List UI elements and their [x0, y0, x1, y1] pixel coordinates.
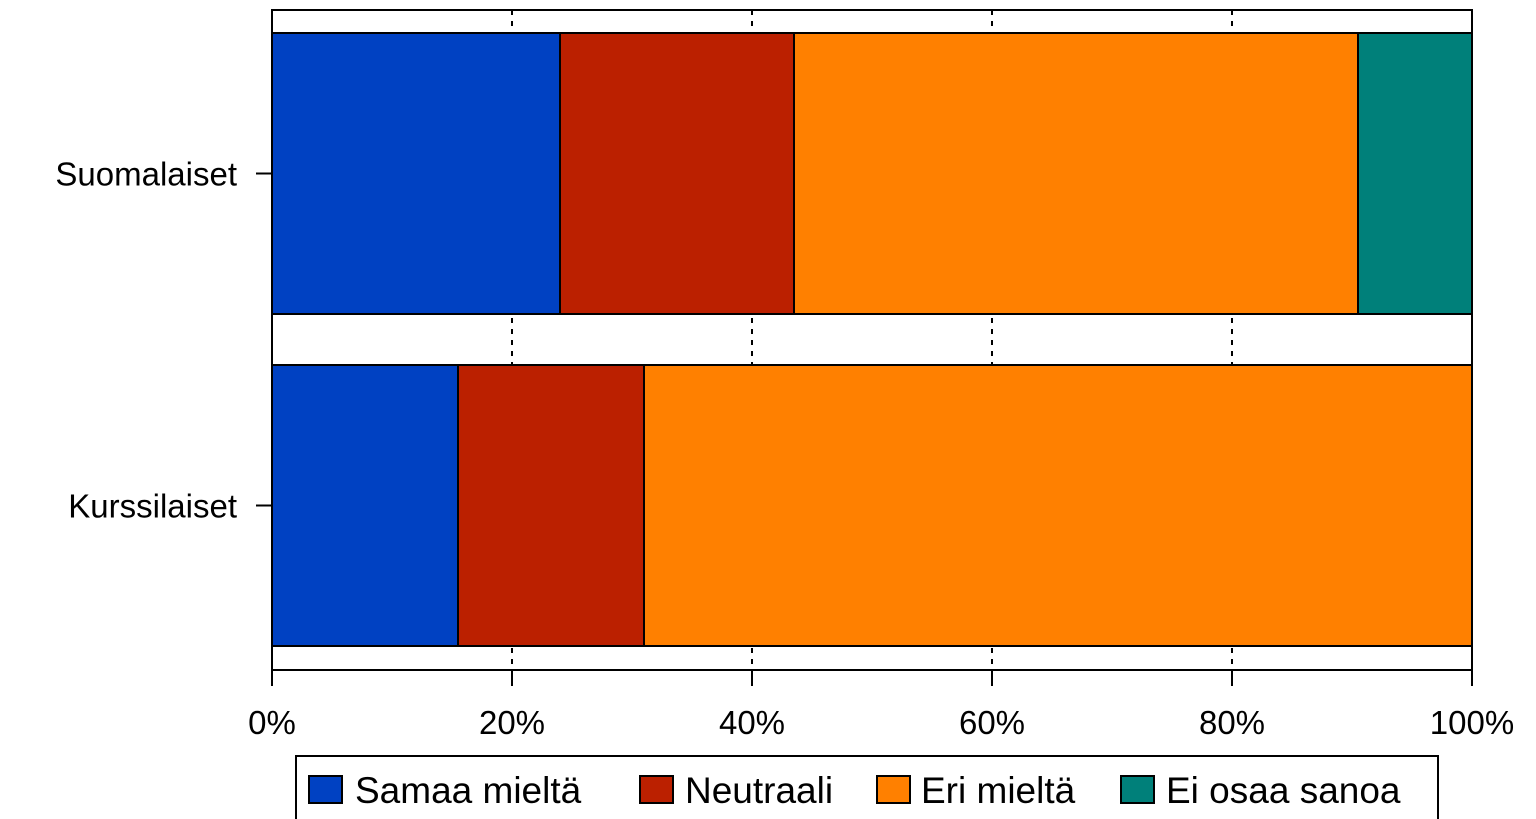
bar-1-0 — [271, 364, 459, 647]
legend-label-2: Eri mieltä — [921, 770, 1076, 811]
x-tick-label-0: 0% — [248, 704, 296, 741]
bar-0-1 — [559, 32, 795, 315]
legend: Samaa mieltä Neutraali Eri mieltä Ei osaa s… — [295, 755, 1439, 819]
legend-swatch-2 — [876, 775, 911, 804]
legend-swatch-3 — [1120, 775, 1155, 804]
y-tick-label-0: Suomalaiset — [55, 156, 237, 193]
legend-label-0: Samaa mieltä — [355, 770, 582, 811]
x-tick-label-4: 80% — [1199, 704, 1265, 741]
x-tick-label-2: 40% — [719, 704, 785, 741]
legend-label-1: Neutraali — [685, 770, 833, 811]
legend-swatch-1 — [639, 775, 674, 804]
x-tick-label-1: 20% — [479, 704, 545, 741]
bar-1-1 — [457, 364, 645, 647]
bar-0-3 — [1357, 32, 1473, 315]
x-tick-label-3: 60% — [959, 704, 1025, 741]
legend-box — [295, 755, 1439, 819]
x-tick-label-5: 100% — [1430, 704, 1514, 741]
bars — [271, 32, 1473, 647]
x-axis: 0% 20% 40% 60% 80% 100% — [248, 669, 1514, 741]
bar-0-0 — [271, 32, 561, 315]
bar-1-2 — [643, 364, 1473, 647]
legend-swatch-0 — [308, 775, 343, 804]
bar-0-2 — [793, 32, 1359, 315]
y-axis: Suomalaiset Kurssilaiset — [55, 156, 272, 525]
legend-label-3: Ei osaa sanoa — [1166, 770, 1401, 811]
y-tick-label-1: Kurssilaiset — [68, 488, 237, 525]
